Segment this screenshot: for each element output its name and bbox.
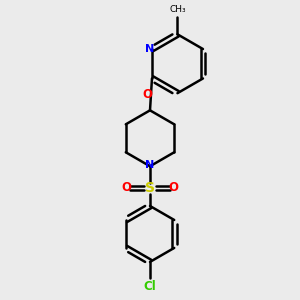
Text: N: N [146,160,154,170]
Text: O: O [122,181,131,194]
Text: O: O [142,88,152,101]
Text: S: S [145,181,155,195]
Text: O: O [169,181,178,194]
Text: CH₃: CH₃ [169,5,186,14]
Text: Cl: Cl [144,280,156,292]
Text: N: N [145,44,154,53]
